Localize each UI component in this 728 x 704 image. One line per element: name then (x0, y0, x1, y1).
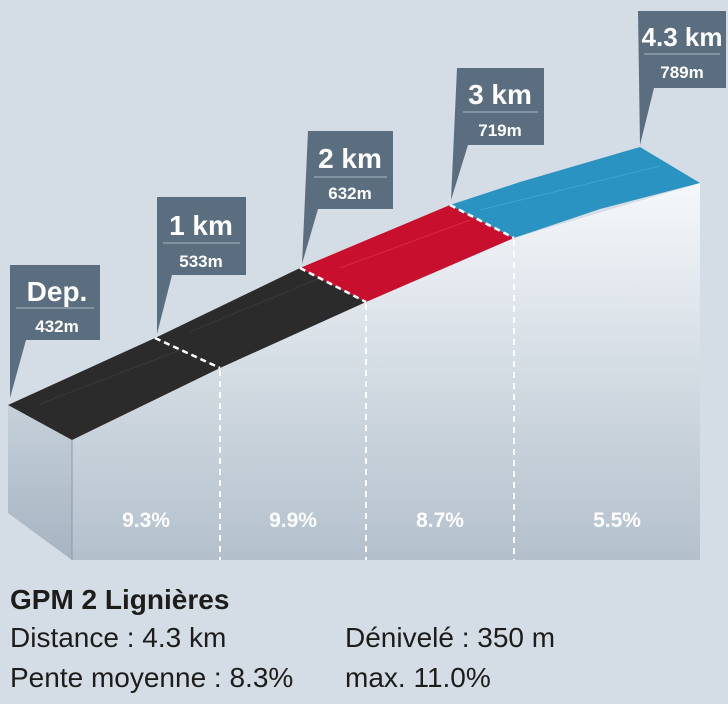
climb-info: GPM 2 Lignières Distance : 4.3 km Dénive… (10, 582, 720, 698)
marker-finish: 4.3 km 789m (638, 11, 726, 145)
distance-text: Distance : 4.3 km (10, 622, 227, 653)
segment-gradient-2: 9.9% (269, 509, 317, 532)
marker-altitude-label: 533m (179, 252, 222, 271)
road-segment-4 (450, 147, 700, 238)
road-boundary-1 (154, 336, 221, 370)
marker-2km: 2 km 632m (302, 131, 393, 264)
average-gradient-text: Pente moyenne : 8.3% (10, 662, 294, 693)
marker-altitude-label: 719m (478, 121, 521, 140)
marker-km-label: 2 km (318, 143, 382, 174)
road-segment-3 (300, 205, 514, 302)
marker-km-label: 1 km (169, 210, 233, 241)
segment-gradient-1: 9.3% (122, 509, 170, 532)
climb-title: GPM 2 Lignières (10, 584, 230, 615)
elevation-profile: 9.3% 9.9% 8.7% 5.5% Dep. 432m 1 km 533m … (8, 11, 726, 560)
marker-km-label: 3 km (468, 79, 532, 110)
marker-altitude-label: 632m (328, 184, 371, 203)
road-boundary-2 (299, 266, 367, 304)
marker-altitude-label: 432m (35, 317, 78, 336)
marker-1km: 1 km 533m (157, 197, 246, 334)
profile-front-wall (72, 183, 700, 560)
max-gradient-text: max. 11.0% (345, 662, 491, 693)
road-segment-2 (155, 268, 366, 368)
road-segment-1 (8, 338, 220, 440)
marker-km-label: 4.3 km (642, 22, 723, 52)
segment-gradient-3: 8.7% (416, 509, 464, 532)
profile-side-wall (8, 405, 72, 560)
marker-3km: 3 km 719m (451, 68, 544, 200)
marker-dep: Dep. 432m (10, 265, 100, 398)
info-row-distance: Distance : 4.3 km Dénivelé : 350 m (10, 618, 720, 658)
segment-gradient-4: 5.5% (593, 509, 641, 532)
info-row-gradient: Pente moyenne : 8.3% max. 11.0% (10, 658, 720, 698)
elevation-gain-text: Dénivelé : 350 m (345, 622, 556, 653)
marker-km-label: Dep. (27, 276, 88, 307)
road-boundary-3 (449, 203, 515, 240)
marker-altitude-label: 789m (660, 63, 703, 82)
